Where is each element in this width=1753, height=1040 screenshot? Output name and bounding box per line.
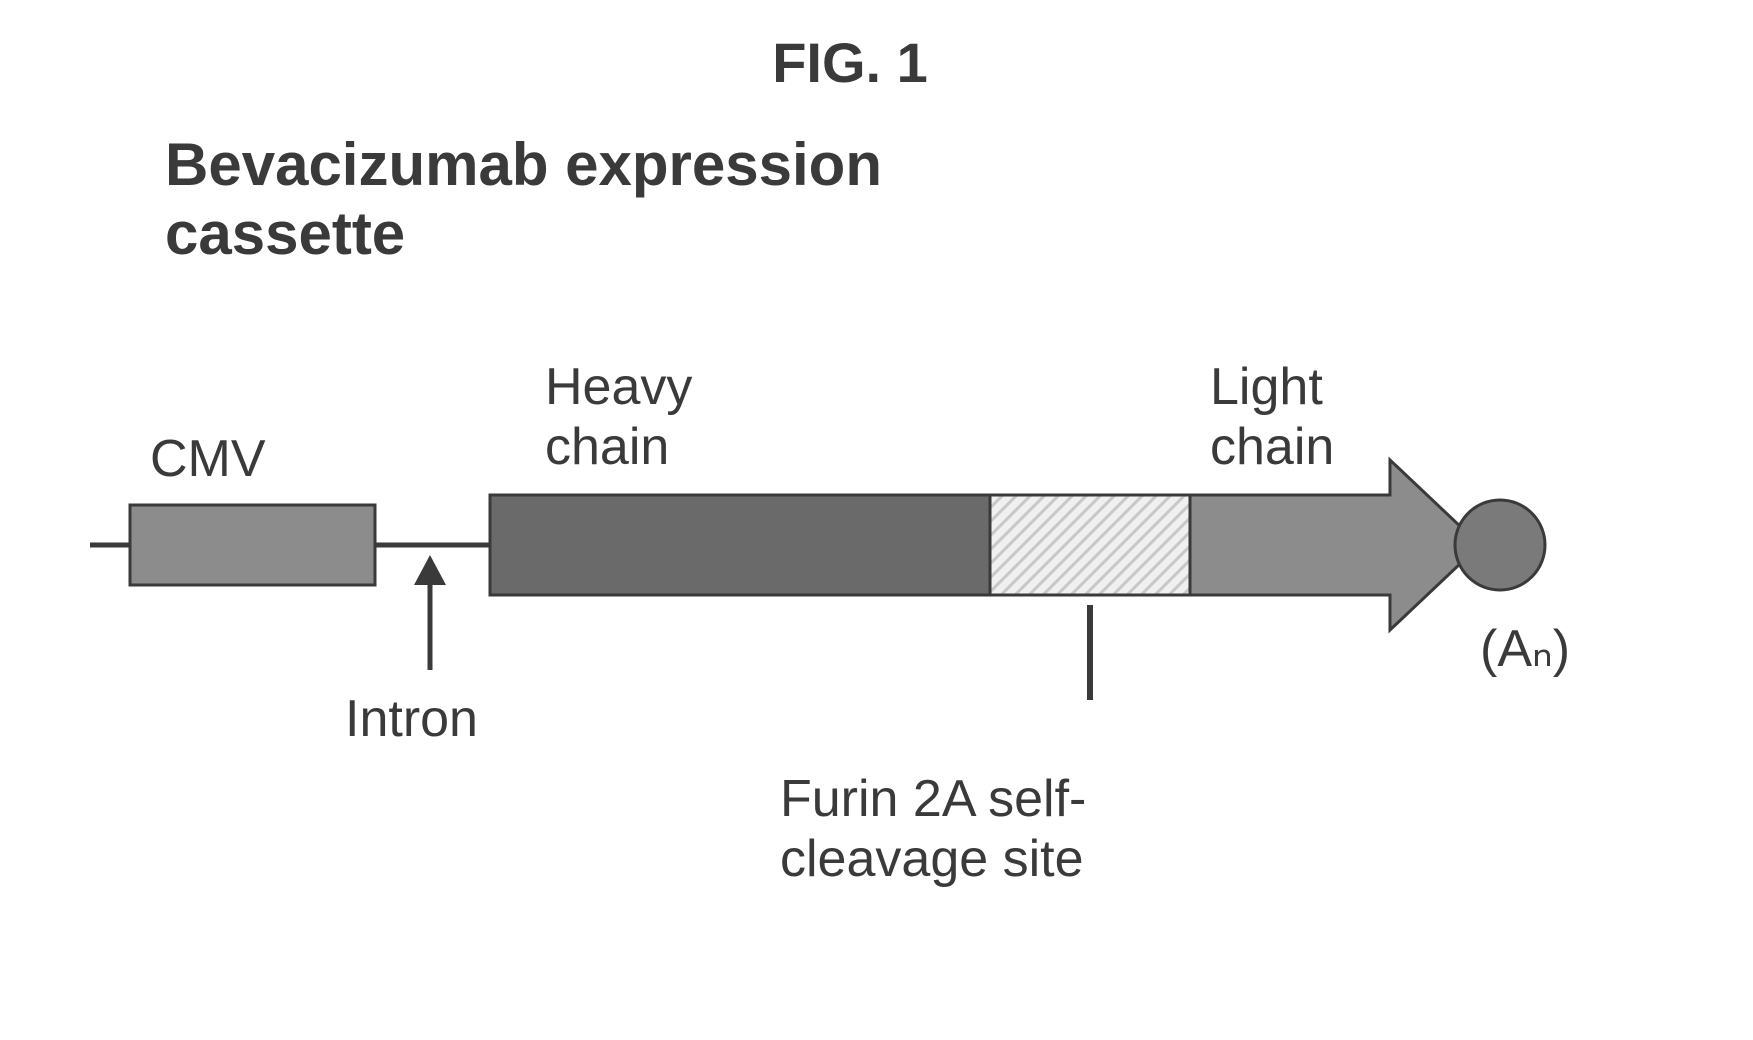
cmv-label: CMV [150,430,266,490]
heavy-chain-segment [490,495,990,595]
furin-label-line2: cleavage site [780,830,1084,888]
furin-2a-segment [990,495,1190,595]
cmv-segment [130,505,375,585]
light-chain-label: Lightchain [1210,358,1334,478]
intron-label: Intron [345,690,478,750]
furin-label: Furin 2A self- cleavage site [780,770,1086,890]
intron-pointer [414,555,446,670]
polya-circle [1455,500,1545,590]
figure-container: FIG. 1 Bevacizumab expression cassette [0,0,1753,1040]
polya-label: (Aₙ) [1480,620,1570,680]
furin-label-line1: Furin 2A self- [780,770,1086,828]
light-chain-arrow [1190,460,1480,630]
heavy-chain-label: Heavychain [545,358,692,478]
